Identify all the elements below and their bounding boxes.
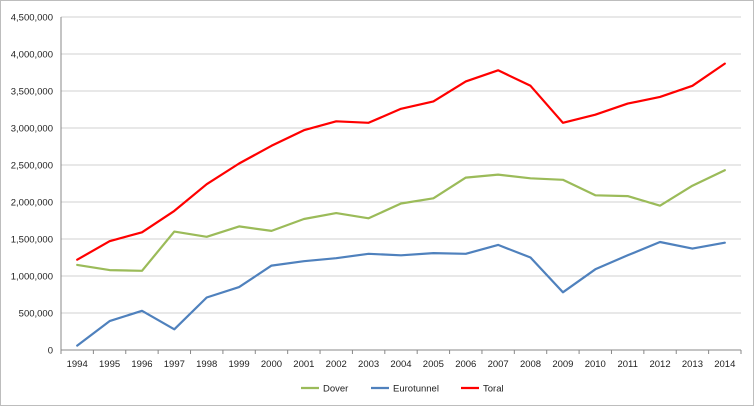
y-tick-label: 1,500,000 bbox=[11, 235, 53, 246]
y-tick-label: 4,000,000 bbox=[11, 50, 53, 61]
x-tick-label: 2007 bbox=[488, 359, 509, 370]
x-tick-label: 2008 bbox=[520, 359, 541, 370]
y-tick-label: 3,000,000 bbox=[11, 124, 53, 135]
x-tick-label: 2013 bbox=[682, 359, 703, 370]
x-tick-label: 1997 bbox=[164, 359, 185, 370]
legend-label-toral: Toral bbox=[483, 384, 504, 395]
gridlines bbox=[61, 16, 741, 314]
x-tick-label: 2005 bbox=[423, 359, 444, 370]
x-tick-label: 1996 bbox=[131, 359, 152, 370]
y-tick-label: 2,000,000 bbox=[11, 198, 53, 209]
y-tick-label: 0 bbox=[48, 346, 53, 357]
x-tick-label: 2003 bbox=[358, 359, 379, 370]
series-line-toral bbox=[76, 62, 726, 261]
x-tick-label: 2012 bbox=[649, 359, 670, 370]
x-tick-label: 1999 bbox=[229, 359, 250, 370]
x-tick-label: 2004 bbox=[390, 359, 411, 370]
x-axis: 1994 1995 1996 1997 1998 1999 2000 2001 2002 2003… bbox=[60, 349, 742, 370]
y-tick-label: 3,500,000 bbox=[11, 87, 53, 98]
series-line-eurotunnel bbox=[76, 240, 726, 347]
legend: Dover Eurotunnel Toral bbox=[301, 384, 504, 395]
x-tick-label: 1994 bbox=[67, 359, 88, 370]
y-tick-label: 1,000,000 bbox=[11, 272, 53, 283]
y-tick-label: 500,000 bbox=[19, 309, 53, 320]
y-axis: 0 500,000 1,000,000 1,500,000 2,000,000 2,500… bbox=[11, 13, 62, 357]
x-tick-label: 2006 bbox=[455, 359, 476, 370]
y-tick-label: 2,500,000 bbox=[11, 161, 53, 172]
legend-label-eurotunnel: Eurotunnel bbox=[393, 384, 439, 395]
x-tick-label: 2010 bbox=[585, 359, 606, 370]
y-tick-label: 4,500,000 bbox=[11, 13, 53, 24]
x-tick-label: 2009 bbox=[552, 359, 573, 370]
series-line-dover bbox=[76, 169, 726, 272]
x-tick-label: 2014 bbox=[714, 359, 735, 370]
legend-label-dover: Dover bbox=[323, 384, 348, 395]
x-tick-label: 2011 bbox=[617, 359, 637, 370]
x-tick-label: 1995 bbox=[99, 359, 120, 370]
series-lines bbox=[76, 62, 726, 347]
x-tick-label: 1998 bbox=[196, 359, 217, 370]
x-tick-label: 2001 bbox=[293, 359, 314, 370]
x-tick-label: 2000 bbox=[261, 359, 282, 370]
x-tick-label: 2002 bbox=[326, 359, 347, 370]
